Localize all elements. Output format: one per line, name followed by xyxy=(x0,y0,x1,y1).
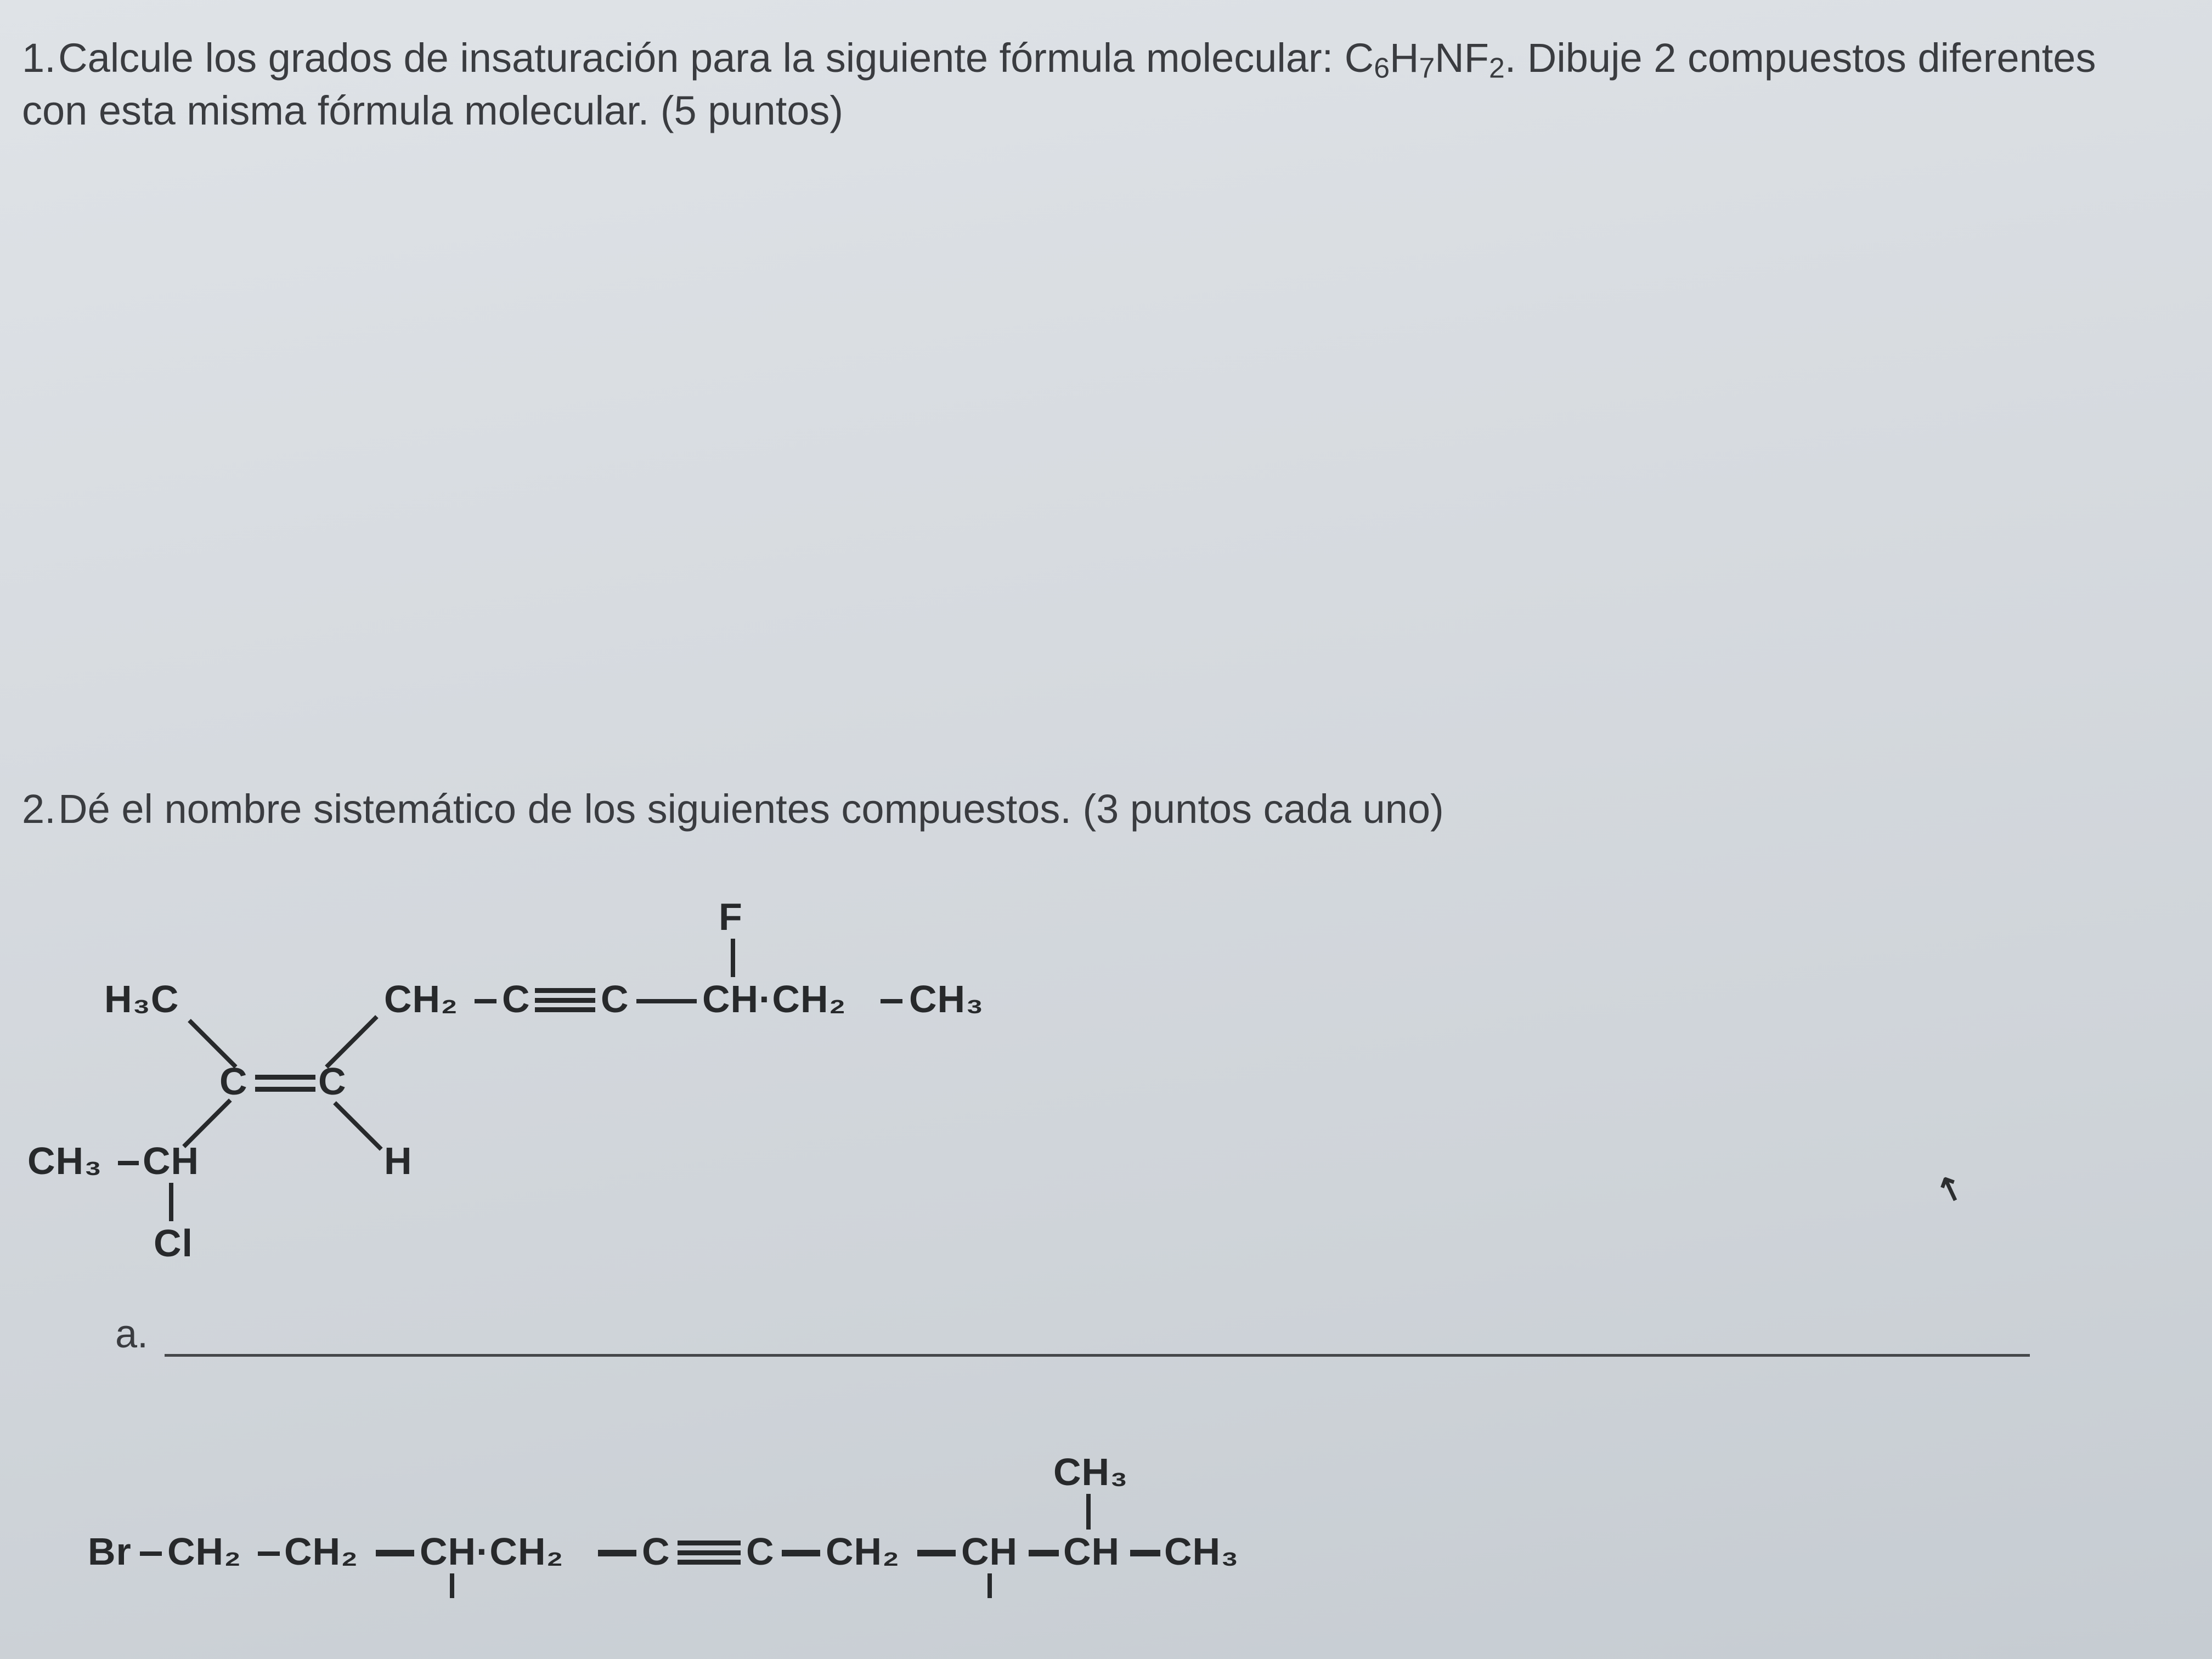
bond-vertical-cut xyxy=(450,1573,454,1598)
bond-single-thick xyxy=(598,1550,636,1556)
frag-ch2d: CH₂ xyxy=(826,1530,900,1573)
frag-che: CH xyxy=(961,1530,1018,1573)
frag-ch3-up: CH₃ xyxy=(1053,1450,1128,1494)
frag-chf: CH xyxy=(1063,1530,1120,1573)
answer-a-label: a. xyxy=(115,1312,148,1357)
answer-a-row: a. xyxy=(115,1312,2157,1357)
bond-single xyxy=(881,999,902,1003)
frag-c-left: C xyxy=(502,977,531,1021)
question-1: 1. Calcule los grados de insaturación pa… xyxy=(22,33,2157,137)
frag-c-dbl-left: C xyxy=(219,1059,248,1103)
bond-single xyxy=(475,999,496,1003)
bond-single xyxy=(636,999,697,1003)
q1-text-before: Calcule los grados de insaturación para … xyxy=(58,35,1345,81)
bond-double-bot xyxy=(255,1087,315,1092)
q2-text: Dé el nombre sistemático de los siguient… xyxy=(58,786,1444,832)
answer-a-line xyxy=(165,1353,2030,1357)
bond-single-thick xyxy=(1130,1550,1160,1556)
bond-single-thick xyxy=(1029,1550,1059,1556)
frag-c1: C xyxy=(642,1530,670,1573)
bond-single xyxy=(118,1161,139,1165)
q1-number: 1. xyxy=(22,35,56,81)
bond-triple xyxy=(535,988,595,1012)
question-2: 2. Dé el nombre sistemático de los sigui… xyxy=(22,784,2157,835)
atom-F: F xyxy=(719,895,743,939)
bond-double-top xyxy=(255,1075,315,1080)
bond-single xyxy=(140,1551,162,1556)
frag-ch3-branch: CH₃ xyxy=(27,1139,102,1183)
bond-vertical xyxy=(169,1183,173,1221)
q2-number: 2. xyxy=(22,786,56,832)
frag-h3c: H₃C xyxy=(104,977,179,1021)
frag-ch2a: CH₂ xyxy=(167,1530,241,1573)
compound-a-diagram: F CH₂ C C CH·CH₂ CH₃ H₃C C C xyxy=(88,895,2118,1290)
bond-single xyxy=(258,1551,280,1556)
frag-c-right: C xyxy=(601,977,629,1021)
compound-b-diagram: CH₃ Br CH₂ CH₂ CH·CH₂ C C CH₂ CH CH CH₃ xyxy=(88,1450,2118,1626)
bond-vertical xyxy=(1086,1494,1091,1530)
frag-ch-ch2: CH·CH₂ xyxy=(420,1530,564,1573)
frag-h: H xyxy=(384,1139,413,1183)
bond-single-thick xyxy=(376,1550,414,1556)
bond-single-thick xyxy=(782,1550,820,1556)
frag-br: Br xyxy=(88,1530,132,1573)
frag-c2: C xyxy=(746,1530,775,1573)
frag-c-dbl-right: C xyxy=(318,1059,347,1103)
cursor-icon: ↖ xyxy=(1931,1166,1970,1211)
frag-ch3-end: CH₃ xyxy=(909,977,984,1021)
q1-text: Calcule los grados de insaturación para … xyxy=(22,35,2096,133)
frag-ch2: CH₂ xyxy=(384,977,458,1021)
frag-ch-ch2: CH·CH₂ xyxy=(702,977,847,1021)
bond-vertical-cut xyxy=(988,1573,992,1598)
frag-ch2b: CH₂ xyxy=(284,1530,358,1573)
frag-ch3g: CH₃ xyxy=(1164,1530,1239,1573)
q1-formula: C6H7NF2 xyxy=(1345,35,1505,81)
bond-single-thick xyxy=(917,1550,956,1556)
bond-vertical xyxy=(731,939,735,977)
bond-slant xyxy=(333,1101,383,1151)
bond-triple xyxy=(678,1541,741,1565)
frag-ch-mid: CH xyxy=(143,1139,199,1183)
frag-cl: Cl xyxy=(154,1221,193,1265)
